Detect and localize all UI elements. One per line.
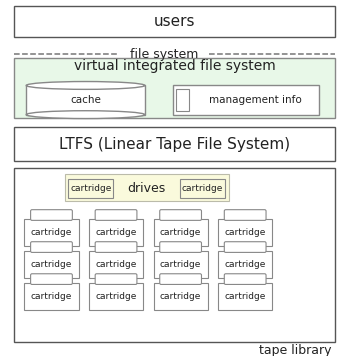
Text: cartridge: cartridge: [224, 228, 266, 237]
Bar: [14, 168, 335, 342]
Bar: [24, 219, 79, 246]
Bar: [154, 283, 208, 310]
Text: cartridge: cartridge: [95, 260, 137, 269]
Text: cartridge: cartridge: [224, 260, 266, 269]
Text: cartridge: cartridge: [160, 228, 201, 237]
Bar: [65, 174, 229, 201]
Bar: [24, 251, 79, 278]
Text: cartridge: cartridge: [31, 260, 72, 269]
Bar: [173, 85, 319, 115]
Bar: [218, 251, 272, 278]
Bar: [14, 6, 335, 37]
Ellipse shape: [26, 82, 145, 89]
Text: LTFS (Linear Tape File System): LTFS (Linear Tape File System): [59, 136, 290, 152]
Text: cartridge: cartridge: [95, 292, 137, 301]
Bar: [180, 179, 225, 198]
Bar: [68, 179, 113, 198]
Text: cartridge: cartridge: [182, 184, 223, 193]
Bar: [154, 219, 208, 246]
Text: cartridge: cartridge: [224, 292, 266, 301]
FancyBboxPatch shape: [31, 210, 72, 220]
Text: cartridge: cartridge: [160, 260, 201, 269]
Text: cartridge: cartridge: [31, 228, 72, 237]
Text: management info: management info: [209, 95, 302, 105]
Bar: [89, 219, 143, 246]
Text: cartridge: cartridge: [31, 292, 72, 301]
Bar: [154, 251, 208, 278]
FancyBboxPatch shape: [160, 210, 201, 220]
Bar: [89, 283, 143, 310]
Bar: [89, 251, 143, 278]
Bar: [14, 127, 335, 161]
Bar: [218, 283, 272, 310]
FancyBboxPatch shape: [160, 242, 201, 252]
Text: drives: drives: [127, 182, 166, 195]
Bar: [26, 85, 145, 115]
FancyBboxPatch shape: [95, 242, 137, 252]
FancyBboxPatch shape: [95, 274, 137, 284]
Bar: [218, 219, 272, 246]
Text: tape library: tape library: [259, 344, 332, 356]
Bar: [14, 58, 335, 118]
FancyBboxPatch shape: [224, 210, 266, 220]
Text: cartridge: cartridge: [160, 292, 201, 301]
FancyBboxPatch shape: [31, 242, 72, 252]
FancyBboxPatch shape: [95, 210, 137, 220]
Text: cartridge: cartridge: [70, 184, 111, 193]
Bar: [24, 283, 79, 310]
Text: users: users: [154, 14, 195, 29]
Text: file system: file system: [130, 48, 198, 61]
Text: cartridge: cartridge: [95, 228, 137, 237]
Ellipse shape: [26, 111, 145, 119]
Text: cache: cache: [70, 95, 101, 105]
FancyBboxPatch shape: [224, 274, 266, 284]
FancyBboxPatch shape: [224, 242, 266, 252]
FancyBboxPatch shape: [160, 274, 201, 284]
FancyBboxPatch shape: [31, 274, 72, 284]
Text: virtual integrated file system: virtual integrated file system: [74, 59, 275, 73]
Bar: [176, 89, 189, 111]
